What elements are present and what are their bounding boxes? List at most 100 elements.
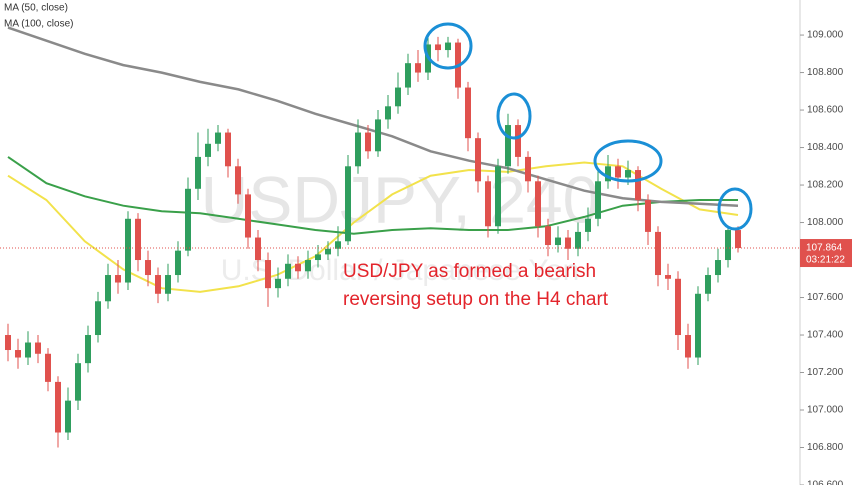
candle-body	[225, 132, 231, 167]
candle-body	[375, 119, 381, 152]
candle-body	[325, 248, 331, 255]
candle-body	[715, 260, 721, 276]
candle-body	[675, 278, 681, 336]
highlight-circle	[593, 139, 663, 183]
candle-body	[605, 166, 611, 182]
last-price-label: 107.864	[806, 243, 843, 254]
candle-body	[295, 263, 301, 272]
candle-body	[635, 170, 641, 201]
candle-body	[365, 132, 371, 152]
candle-body	[165, 275, 171, 294]
candle-body	[15, 350, 21, 358]
candle-body	[645, 200, 651, 232]
y-tick-label: 108.000	[807, 217, 844, 228]
candle-body	[415, 63, 421, 73]
y-tick-label: 107.600	[807, 292, 844, 303]
y-tick-label: 108.400	[807, 142, 844, 153]
highlight-circle	[717, 187, 753, 231]
y-tick-label: 107.000	[807, 405, 844, 416]
legend-entry: MA (100, close)	[4, 19, 73, 30]
candle-body	[85, 335, 91, 364]
candle-body	[5, 335, 11, 351]
candle-body	[65, 400, 71, 433]
candle-body	[265, 260, 271, 289]
price-axis: 106.600 106.800 107.000 107.200 107.400 107.6…	[800, 0, 852, 485]
candle-body	[185, 188, 191, 251]
candle-body	[685, 335, 691, 358]
y-tick-label: 106.600	[807, 480, 844, 485]
candle-body	[45, 353, 51, 382]
candle-body	[115, 275, 121, 283]
annotation: reversing setup on the H4 chart	[343, 289, 609, 310]
candle-body	[235, 166, 241, 195]
candle-body	[735, 230, 741, 249]
y-tick-label: 108.600	[807, 105, 844, 116]
candle-body	[625, 170, 631, 178]
candle-body	[515, 125, 521, 157]
candle-body	[335, 241, 341, 249]
candle-body	[545, 226, 551, 246]
candle-body	[495, 166, 501, 227]
candle-body	[255, 237, 261, 261]
candle-body	[355, 132, 361, 167]
candle-body	[565, 237, 571, 249]
candle-body	[665, 275, 671, 279]
highlight-circle	[423, 22, 473, 70]
candle-body	[705, 275, 711, 294]
y-tick-label: 109.200	[807, 0, 844, 3]
highlight-circle	[496, 92, 532, 140]
candle-body	[445, 42, 451, 51]
candle-body	[275, 278, 281, 289]
candle-body	[25, 342, 31, 358]
y-tick-label: 109.000	[807, 30, 844, 41]
candle-body	[205, 143, 211, 157]
candle-body	[435, 44, 441, 51]
y-tick-label: 107.400	[807, 330, 844, 341]
candle-body	[95, 301, 101, 336]
moving-average-line	[7, 26, 739, 207]
candle-body	[695, 293, 701, 358]
countdown: 03:21:22	[806, 255, 845, 266]
candle-body	[215, 132, 221, 144]
candle-body	[135, 218, 141, 261]
candle-body	[155, 275, 161, 294]
legend-entry: MA (50, close)	[4, 3, 68, 14]
candle-body	[585, 218, 591, 232]
candle-body	[725, 230, 731, 261]
candle-body	[305, 260, 311, 272]
candle-body	[395, 87, 401, 107]
candle-body	[525, 156, 531, 182]
last-price-box	[800, 239, 852, 268]
candle-body	[655, 231, 661, 276]
candle-body	[505, 125, 511, 167]
candle-body	[75, 363, 81, 401]
candle-body	[615, 166, 621, 178]
annotation: USD/JPY as formed a bearish	[343, 261, 596, 282]
candle-body	[35, 342, 41, 354]
y-tick-label: 107.200	[807, 367, 844, 378]
candle-body	[345, 166, 351, 242]
candle-body	[385, 106, 391, 120]
highlight-circles	[423, 22, 753, 231]
candle-body	[535, 181, 541, 227]
candle-body	[465, 87, 471, 139]
candle-body	[405, 63, 411, 88]
candle-body	[125, 218, 131, 283]
candle-body	[145, 260, 151, 276]
candle-body	[55, 381, 61, 433]
candle-body	[485, 181, 491, 227]
candle-body	[105, 275, 111, 302]
candle-body	[595, 181, 601, 219]
y-tick-label: 108.800	[807, 67, 844, 78]
plot	[0, 26, 800, 448]
y-tick-label: 106.800	[807, 442, 844, 453]
y-tick-label: 108.200	[807, 180, 844, 191]
candle-body	[315, 254, 321, 261]
candle-body	[195, 156, 201, 189]
candle-body	[575, 231, 581, 249]
candle-body	[555, 237, 561, 246]
candle-body	[285, 263, 291, 279]
moving-average-line	[7, 156, 738, 235]
